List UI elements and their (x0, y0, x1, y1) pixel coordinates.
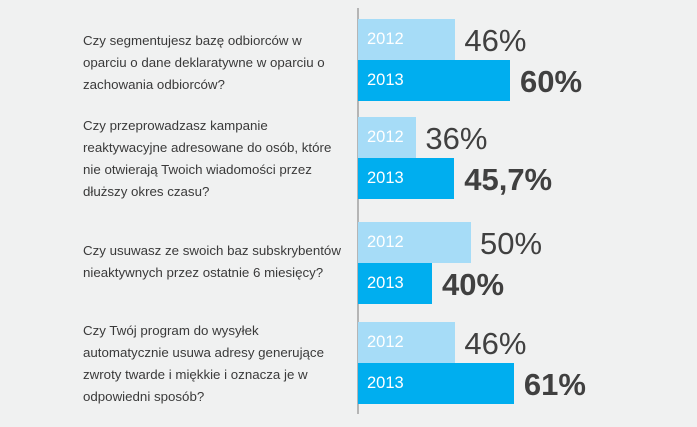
bar-2012: 2012 (358, 322, 456, 363)
data-label-2012: 46% (464, 23, 527, 58)
data-label-2013: 60% (520, 64, 583, 99)
bar-year-label: 2013 (367, 374, 404, 392)
bar-2012: 2012 (358, 222, 471, 263)
bar-year-label: 2012 (367, 128, 404, 146)
bar-2013: 2013 (358, 363, 514, 404)
data-label-2012: 50% (480, 226, 543, 261)
data-label-2012: 46% (464, 326, 527, 361)
bar-year-label: 2012 (367, 333, 404, 351)
question-label: Czy przeprowadzasz kampanie reaktywacyjn… (83, 118, 332, 199)
y-axis-line (357, 8, 359, 414)
bar-2013: 2013 (358, 158, 455, 199)
bar-year-label: 2012 (367, 30, 404, 48)
bar-year-label: 2013 (367, 169, 404, 187)
data-label-2012: 36% (425, 121, 488, 156)
question-label: Czy Twój program do wysyłek automatyczni… (83, 323, 324, 404)
bar-year-label: 2013 (367, 71, 404, 89)
bar-2013: 2013 (358, 60, 510, 101)
bar-2012: 2012 (358, 117, 417, 158)
data-label-2013: 40% (442, 267, 505, 302)
bar-year-label: 2013 (367, 274, 404, 292)
data-label-2013: 45,7% (464, 162, 553, 197)
question-label: Czy usuwasz ze swoich baz subskrybentów … (83, 243, 341, 280)
question-label: Czy segmentujesz bazę odbiorców w oparci… (83, 33, 325, 92)
bar-2013: 2013 (358, 263, 432, 304)
bar-year-label: 2012 (367, 233, 404, 251)
bar-2012: 2012 (358, 19, 456, 60)
data-label-2013: 61% (523, 367, 586, 402)
